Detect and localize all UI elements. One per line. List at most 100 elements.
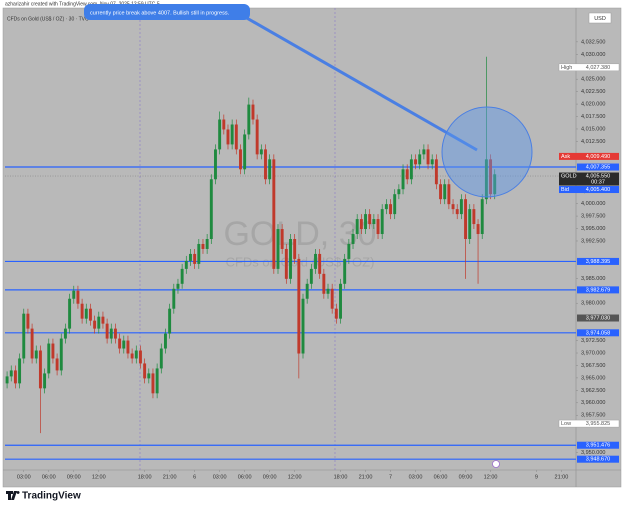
- candle-body: [193, 253, 197, 264]
- badge-label: 4,005.550: [586, 173, 610, 179]
- candle-body: [289, 239, 292, 279]
- y-tick-label: 4,000.000: [581, 201, 605, 207]
- x-tick-label: 12:00: [92, 474, 106, 480]
- candle-body: [284, 248, 288, 279]
- candle-body: [401, 169, 405, 190]
- level-badge: [577, 441, 619, 449]
- candle-body: [218, 119, 222, 150]
- candle-body: [84, 308, 88, 319]
- badge-name: GOLD: [561, 173, 577, 179]
- y-tick-label: 3,950.000: [581, 450, 605, 456]
- candle-body: [368, 214, 372, 225]
- candle-body: [88, 308, 92, 321]
- y-tick-label: 4,015.000: [581, 126, 605, 132]
- candle-body: [451, 204, 455, 210]
- x-tick-label: 06:00: [42, 474, 56, 480]
- x-tick-label: 21:00: [359, 474, 373, 480]
- candle-body: [280, 229, 284, 249]
- candle-body: [143, 363, 147, 379]
- candle-body: [339, 283, 342, 319]
- candle-body: [172, 288, 176, 309]
- candle-body: [476, 224, 480, 235]
- candle-body: [63, 328, 67, 339]
- candle-body: [393, 194, 397, 215]
- candle-body: [255, 119, 259, 155]
- x-tick-label: 06:00: [434, 474, 448, 480]
- candle-body: [334, 308, 338, 319]
- level-badge-label: 3,951.476: [586, 443, 610, 449]
- y-tick-label: 3,972.500: [581, 338, 605, 344]
- candle-body: [147, 373, 151, 379]
- x-tick-label: 09:00: [263, 474, 277, 480]
- note-text: currently price break above 4007. Bullis…: [90, 10, 230, 16]
- x-tick-label: 12:00: [288, 474, 302, 480]
- y-tick-label: 3,980.000: [581, 301, 605, 307]
- replay-icon: [492, 460, 500, 468]
- y-tick-label: 3,997.500: [581, 214, 605, 220]
- candle-body: [9, 370, 13, 377]
- candle-body: [301, 298, 305, 354]
- level-badge-label: 3,948.670: [586, 457, 610, 463]
- y-tick-label: 3,970.000: [581, 350, 605, 356]
- level-badge: [577, 286, 619, 294]
- badge-label: 3,977.030: [586, 315, 610, 321]
- candle-body: [309, 268, 313, 284]
- candle-body: [43, 373, 47, 389]
- badge-name: Ask: [561, 154, 570, 160]
- x-tick-label: 6: [193, 474, 196, 480]
- trend-arrow: [244, 15, 478, 152]
- candle-body: [480, 199, 484, 235]
- candles: [5, 56, 497, 434]
- candle-body: [76, 290, 80, 304]
- candle-body: [176, 283, 180, 289]
- y-tick-label: 3,967.500: [581, 363, 605, 369]
- candle-body: [264, 149, 267, 180]
- candle-body: [376, 219, 380, 235]
- level-badge-label: 3,982.679: [586, 287, 610, 293]
- y-tick-label: 3,962.500: [581, 388, 605, 394]
- candle-body: [47, 343, 51, 374]
- candle-body: [464, 199, 468, 239]
- badge-name: High: [561, 65, 572, 71]
- candle-body: [97, 316, 101, 329]
- candle-body: [351, 234, 355, 244]
- y-tick-label: 4,025.000: [581, 77, 605, 83]
- x-tick-label: 18:00: [138, 474, 152, 480]
- candle-body: [455, 209, 459, 215]
- candle-body: [168, 308, 172, 334]
- candle-body: [293, 239, 297, 259]
- candle-body: [93, 320, 97, 329]
- candle-body: [13, 370, 17, 384]
- candle-body: [72, 290, 76, 299]
- chart-background: [2, 7, 622, 488]
- y-tick-label: 4,017.500: [581, 114, 605, 120]
- candle-body: [418, 154, 422, 165]
- candle-body: [130, 353, 134, 359]
- badge-name: Low: [561, 421, 571, 427]
- candle-body: [459, 199, 463, 215]
- candle-body: [422, 149, 426, 155]
- candle-body: [489, 159, 493, 195]
- badge-label: 4,009.490: [586, 154, 610, 160]
- badge-name: Bid: [561, 187, 569, 193]
- candle-body: [55, 358, 59, 371]
- candle-body: [234, 124, 238, 150]
- brand-logo: [6, 491, 20, 500]
- candle-body: [51, 343, 55, 359]
- brand: TradingView: [22, 491, 81, 502]
- y-tick-label: 4,032.500: [581, 39, 605, 45]
- candle-body: [113, 328, 117, 339]
- candle-body: [105, 323, 109, 339]
- symbol-title: CFDs on Gold (US$ / OZ) · 30 · TVC: [7, 16, 89, 22]
- candle-body: [314, 253, 317, 269]
- candle-body: [259, 149, 263, 155]
- candle-body: [184, 260, 188, 269]
- candle-body: [364, 214, 367, 230]
- candle-body: [226, 129, 230, 145]
- candle-body: [34, 350, 38, 359]
- candle-body: [414, 159, 417, 165]
- y-tick-label: 4,020.000: [581, 102, 605, 108]
- candle-body: [355, 219, 359, 235]
